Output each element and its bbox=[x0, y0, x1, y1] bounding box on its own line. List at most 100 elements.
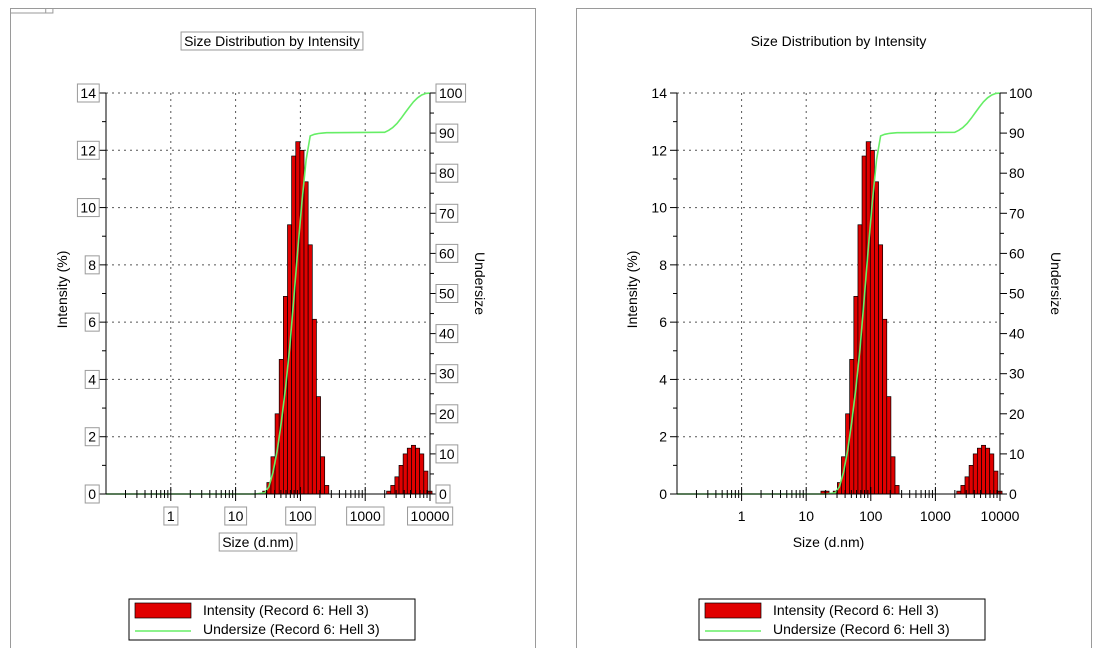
label-box bbox=[76, 140, 100, 160]
intensity-bar bbox=[402, 453, 408, 495]
intensity-bar bbox=[411, 444, 416, 495]
intensity-bar bbox=[419, 453, 425, 495]
intensity-bar bbox=[976, 447, 982, 495]
y-tick-label: 8 bbox=[88, 257, 96, 273]
y2-tick-label: 60 bbox=[439, 245, 455, 261]
legend: Intensity (Record 6: Hell 3) Undersize (R… bbox=[128, 598, 416, 641]
y-tick-label: 10 bbox=[80, 200, 96, 216]
y-axis-label: Intensity (%) bbox=[54, 251, 70, 329]
y2-tick-label: 90 bbox=[439, 125, 455, 141]
legend-label: Intensity (Record 6: Hell 3) bbox=[203, 602, 369, 618]
y2-tick-label: 20 bbox=[439, 406, 455, 422]
chart-title: Size Distribution by Intensity bbox=[184, 33, 360, 49]
label-box bbox=[84, 312, 100, 332]
y2-tick-label: 50 bbox=[439, 286, 455, 302]
label-box bbox=[84, 255, 100, 275]
y2-tick-label: 0 bbox=[1009, 486, 1017, 502]
y-tick-label: 2 bbox=[88, 429, 96, 445]
x-axis-label: Size (d.nm) bbox=[222, 534, 294, 550]
label-box bbox=[435, 324, 459, 344]
y-tick-label: 8 bbox=[659, 257, 667, 273]
y-tick-label: 4 bbox=[88, 371, 96, 387]
legend-bar-swatch bbox=[704, 602, 762, 619]
y2-tick-label: 30 bbox=[1009, 366, 1025, 382]
y2-tick-label: 100 bbox=[1009, 85, 1033, 101]
intensity-bar bbox=[874, 181, 879, 495]
x-tick-label: 100 bbox=[289, 508, 313, 524]
x-tick-label: 1 bbox=[738, 508, 746, 524]
y2-tick-label: 70 bbox=[439, 205, 455, 221]
label-box bbox=[76, 83, 100, 103]
intensity-bar bbox=[295, 141, 301, 495]
y2-tick-label: 40 bbox=[1009, 326, 1025, 342]
y2-tick-label: 10 bbox=[1009, 446, 1025, 462]
intensity-bar bbox=[303, 181, 309, 495]
label-box bbox=[435, 364, 459, 384]
y2-tick-label: 100 bbox=[439, 85, 463, 101]
intensity-bar bbox=[390, 485, 396, 495]
label-box bbox=[84, 369, 100, 389]
chart-panel-left: 0 2 4 6 8 10 12 14 0 10 20 30 40 50 60 70 80 90 100 1 10 100 1… bbox=[10, 8, 536, 648]
label-box bbox=[407, 506, 454, 526]
x-tick-label: 10 bbox=[228, 508, 244, 524]
intensity-bar bbox=[406, 447, 412, 495]
intensity-bar bbox=[894, 485, 900, 495]
y-tick-label: 6 bbox=[88, 314, 96, 330]
legend-label: Undersize (Record 6: Hell 3) bbox=[203, 621, 380, 637]
legend: Intensity (Record 6: Hell 3) Undersize (R… bbox=[698, 598, 986, 641]
y-tick-label: 12 bbox=[651, 142, 667, 158]
y-tick-label: 4 bbox=[659, 371, 667, 387]
x-tick-label: 1000 bbox=[350, 508, 381, 524]
label-box bbox=[163, 506, 179, 526]
label-box bbox=[435, 163, 459, 183]
label-box bbox=[435, 444, 459, 464]
chart-panel-right: 0 2 4 6 8 10 12 14 0 10 20 30 40 50 60 70 80 90 100 1 10 100 1… bbox=[576, 8, 1092, 648]
y-axis-label: Intensity (%) bbox=[624, 251, 640, 329]
chart-title: Size Distribution by Intensity bbox=[751, 33, 927, 49]
label-box bbox=[435, 484, 451, 504]
label-box bbox=[84, 427, 100, 447]
undersize-line bbox=[677, 92, 1001, 495]
label-box bbox=[218, 532, 298, 552]
label-box bbox=[11, 9, 47, 14]
x-tick-label: 1 bbox=[167, 508, 175, 524]
intensity-bar bbox=[985, 447, 991, 495]
intensity-bar bbox=[316, 396, 321, 495]
y2-axis-label: Undersize bbox=[1048, 252, 1064, 315]
y-tick-label: 12 bbox=[80, 142, 96, 158]
y-tick-label: 0 bbox=[659, 486, 667, 502]
intensity-bar bbox=[878, 244, 884, 495]
label-box bbox=[435, 404, 459, 424]
y-tick-label: 6 bbox=[659, 314, 667, 330]
legend-label: Undersize (Record 6: Hell 3) bbox=[773, 621, 950, 637]
x-tick-label: 100 bbox=[859, 508, 883, 524]
y2-tick-label: 40 bbox=[439, 326, 455, 342]
y-tick-label: 10 bbox=[651, 200, 667, 216]
intensity-bar bbox=[320, 456, 326, 495]
y-tick-label: 0 bbox=[88, 486, 96, 502]
intensity-bar bbox=[981, 444, 986, 495]
intensity-bar bbox=[307, 244, 313, 495]
label-box bbox=[76, 198, 100, 218]
y-tick-label: 14 bbox=[651, 85, 667, 101]
undersize-line bbox=[106, 92, 431, 495]
label-box bbox=[285, 506, 316, 526]
y2-tick-label: 20 bbox=[1009, 406, 1025, 422]
intensity-bar bbox=[972, 453, 978, 495]
x-tick-label: 10 bbox=[798, 508, 814, 524]
y2-tick-label: 60 bbox=[1009, 245, 1025, 261]
intensity-bar bbox=[890, 456, 896, 495]
y2-tick-label: 10 bbox=[439, 446, 455, 462]
y2-tick-label: 80 bbox=[1009, 165, 1025, 181]
y-tick-label: 14 bbox=[80, 85, 96, 101]
y2-tick-label: 30 bbox=[439, 366, 455, 382]
intensity-bar bbox=[394, 476, 400, 495]
label-box bbox=[346, 506, 385, 526]
y2-tick-label: 70 bbox=[1009, 205, 1025, 221]
x-tick-label: 10000 bbox=[411, 508, 450, 524]
intensity-bar bbox=[960, 485, 966, 495]
x-tick-label: 10000 bbox=[981, 508, 1020, 524]
intensity-bar bbox=[865, 141, 871, 495]
